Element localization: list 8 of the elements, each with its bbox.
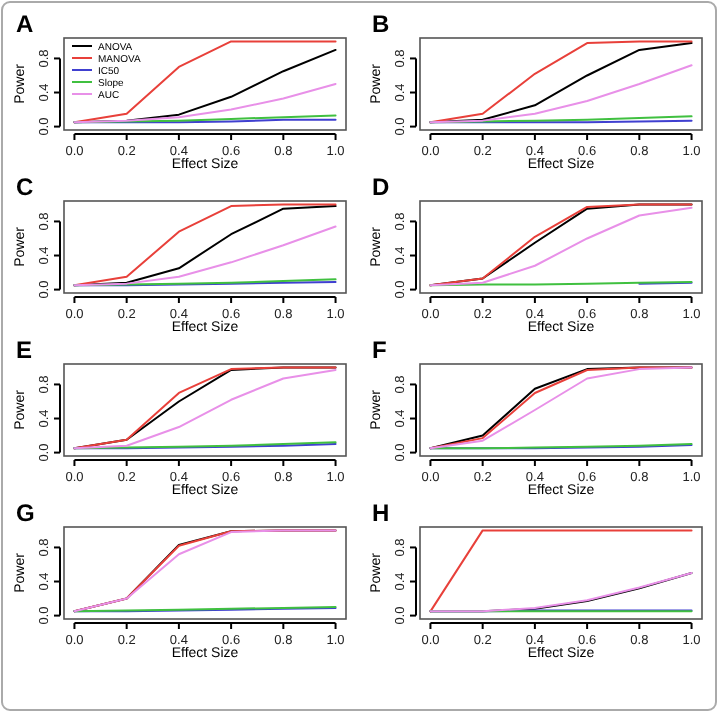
chart-title: G xyxy=(16,499,35,527)
chart-title: E xyxy=(16,336,33,364)
chart-title: H xyxy=(372,499,390,527)
chart-title: C xyxy=(16,173,34,201)
chart-title: A xyxy=(16,10,34,38)
chart-title: B xyxy=(372,10,390,38)
chart-title: F xyxy=(372,336,387,364)
chart-title: D xyxy=(372,173,390,201)
